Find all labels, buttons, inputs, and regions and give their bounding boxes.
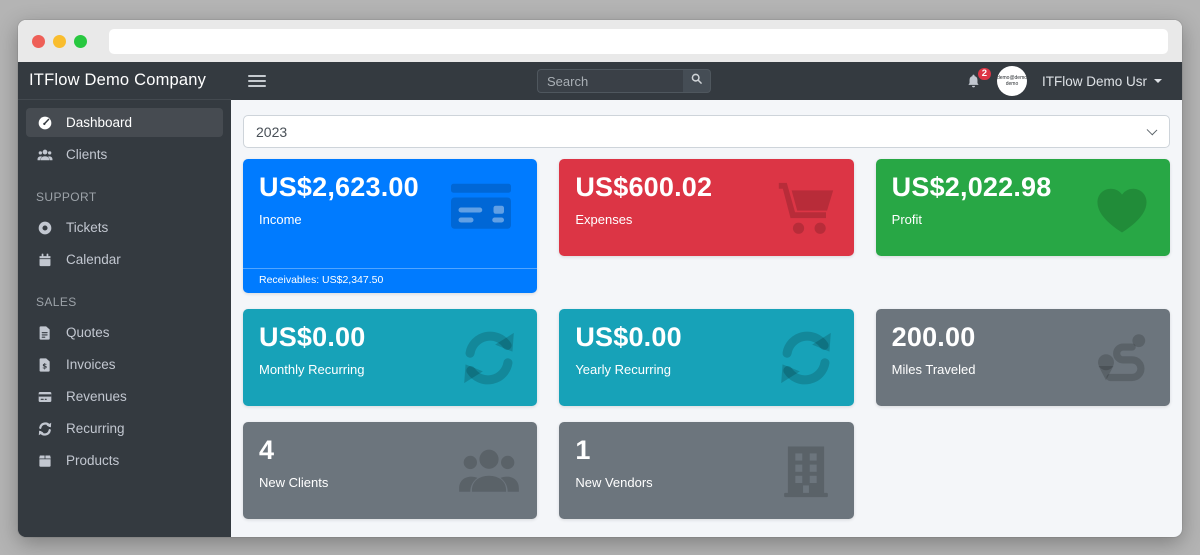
sidebar-item-dashboard[interactable]: Dashboard xyxy=(26,108,223,137)
caret-down-icon xyxy=(1154,79,1162,83)
notification-badge: 2 xyxy=(977,67,991,80)
users-icon xyxy=(457,439,521,503)
search-input[interactable] xyxy=(537,69,683,93)
yearly-recurring-card: US$0.00 Yearly Recurring xyxy=(559,309,854,406)
shopping-cart-icon xyxy=(774,176,838,240)
sidebar-nav: Dashboard Clients SUPPORT Tickets xyxy=(18,100,231,475)
sidebar-section-support: SUPPORT xyxy=(36,190,97,204)
profit-card: US$2,022.98 Profit xyxy=(875,159,1170,256)
card-value: US$2,623.00 xyxy=(259,172,419,202)
life-ring-icon xyxy=(36,220,54,236)
brand-link[interactable]: ITFlow Demo Company xyxy=(18,62,231,100)
users-icon xyxy=(36,147,54,163)
zoom-window-button[interactable] xyxy=(74,34,87,48)
sidebar-item-label: Dashboard xyxy=(66,115,133,130)
sync-icon xyxy=(774,326,838,390)
sidebar-item-label: Calendar xyxy=(66,252,121,267)
close-window-button[interactable] xyxy=(32,34,45,48)
navbar-right: 2 demo@demo demo ITFlow Demo Usr xyxy=(965,66,1162,96)
file-lines-icon xyxy=(36,325,54,341)
file-dollar-icon: $ xyxy=(36,357,54,373)
gauge-icon xyxy=(36,115,54,131)
navbar-search xyxy=(537,69,711,93)
sidebar-item-label: Invoices xyxy=(66,357,116,372)
card-value: US$2,022.98 xyxy=(891,172,1052,202)
browser-window: ITFlow Demo Company Dashboard Clients SU… xyxy=(18,20,1182,537)
sidebar-item-recurring[interactable]: Recurring xyxy=(26,414,223,443)
browser-chrome xyxy=(18,20,1182,62)
year-filter: 2023 xyxy=(243,115,1170,148)
main-content: 2023 US$2,623.00 Income Receivables: US$… xyxy=(231,100,1182,537)
sidebar-item-label: Tickets xyxy=(66,220,109,235)
sidebar-item-label: Products xyxy=(66,453,120,468)
top-navbar: 2 demo@demo demo ITFlow Demo Usr xyxy=(231,62,1182,100)
heart-icon xyxy=(1090,176,1154,240)
box-icon xyxy=(36,453,54,469)
sidebar-item-label: Revenues xyxy=(66,389,127,404)
expenses-card: US$600.02 Expenses xyxy=(559,159,854,256)
money-check-icon xyxy=(441,175,521,235)
app-shell: ITFlow Demo Company Dashboard Clients SU… xyxy=(18,62,1182,537)
calendar-icon xyxy=(36,252,54,268)
url-bar[interactable] xyxy=(109,28,1168,54)
new-vendors-card: 1 New Vendors xyxy=(559,422,854,519)
income-card: US$2,623.00 Income Receivables: US$2,347… xyxy=(243,159,538,293)
card-value: 4 xyxy=(259,435,275,465)
sidebar-item-label: Clients xyxy=(66,147,108,162)
sidebar-item-tickets[interactable]: Tickets xyxy=(26,213,223,242)
card-value: US$600.02 xyxy=(575,172,713,202)
miles-traveled-card: 200.00 Miles Traveled xyxy=(875,309,1170,406)
card-label: Miles Traveled xyxy=(891,362,976,378)
sync-icon xyxy=(36,421,54,437)
route-icon xyxy=(1090,326,1154,390)
minimize-window-button[interactable] xyxy=(53,34,66,48)
sync-icon xyxy=(457,326,521,390)
sidebar-item-products[interactable]: Products xyxy=(26,446,223,475)
sidebar-item-clients[interactable]: Clients xyxy=(26,140,223,169)
card-value: US$0.00 xyxy=(259,322,366,352)
card-label: Income xyxy=(259,212,302,228)
sidebar-section-sales: SALES xyxy=(36,295,77,309)
sidebar-item-calendar[interactable]: Calendar xyxy=(26,245,223,274)
credit-card-icon xyxy=(36,389,54,405)
card-value: 1 xyxy=(575,435,591,465)
search-button[interactable] xyxy=(683,69,711,93)
bell-icon xyxy=(965,73,982,90)
hamburger-menu-button[interactable] xyxy=(248,74,266,88)
card-label: Monthly Recurring xyxy=(259,362,365,378)
sidebar-item-revenues[interactable]: Revenues xyxy=(26,382,223,411)
stats-grid: US$2,623.00 Income Receivables: US$2,347… xyxy=(243,159,1170,519)
card-label: New Clients xyxy=(259,475,329,491)
sidebar-item-quotes[interactable]: Quotes xyxy=(26,318,223,347)
sidebar-item-label: Recurring xyxy=(66,421,125,436)
card-value: 200.00 xyxy=(891,322,976,352)
card-label: Profit xyxy=(891,212,922,228)
user-name-label: ITFlow Demo Usr xyxy=(1041,73,1147,89)
year-select[interactable]: 2023 xyxy=(243,115,1170,148)
card-label: New Vendors xyxy=(575,475,653,491)
avatar[interactable]: demo@demo demo xyxy=(996,66,1027,96)
sidebar-item-invoices[interactable]: $ Invoices xyxy=(26,350,223,379)
sidebar-item-label: Quotes xyxy=(66,325,110,340)
card-footer: Receivables: US$2,347.50 xyxy=(243,268,538,293)
card-label: Expenses xyxy=(575,212,633,228)
new-clients-card: 4 New Clients xyxy=(243,422,538,519)
building-icon xyxy=(774,439,838,503)
search-icon xyxy=(690,72,703,90)
notifications-button[interactable]: 2 xyxy=(965,67,991,90)
svg-text:$: $ xyxy=(42,362,47,370)
monthly-recurring-card: US$0.00 Monthly Recurring xyxy=(243,309,538,406)
sidebar: ITFlow Demo Company Dashboard Clients SU… xyxy=(18,62,231,537)
card-label: Yearly Recurring xyxy=(575,362,671,378)
card-value: US$0.00 xyxy=(575,322,682,352)
user-menu-button[interactable]: ITFlow Demo Usr xyxy=(1042,74,1162,89)
